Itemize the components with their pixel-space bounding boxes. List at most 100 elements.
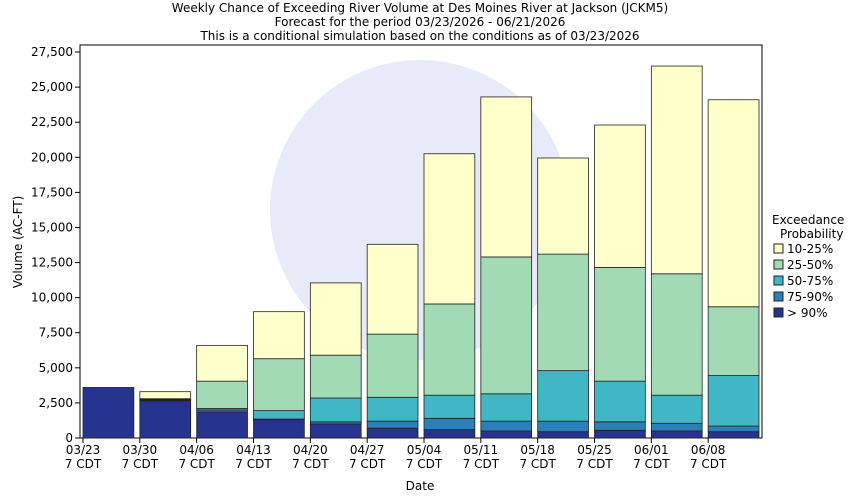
bar-segment bbox=[196, 380, 248, 409]
x-tick-label: 05/04 bbox=[407, 443, 442, 457]
bar-segment bbox=[253, 311, 305, 360]
x-tick-label: 04/13 bbox=[236, 443, 271, 457]
bar-segment bbox=[537, 253, 589, 372]
legend-swatch bbox=[773, 291, 784, 302]
x-tick-label: 7 CDT bbox=[65, 457, 102, 471]
x-tick-label: 7 CDT bbox=[690, 457, 727, 471]
bar-segment bbox=[366, 243, 419, 335]
bar-segment bbox=[82, 387, 135, 439]
x-tick-label: 06/01 bbox=[634, 443, 669, 457]
bar-segment bbox=[366, 333, 419, 398]
bar-segment bbox=[366, 396, 419, 422]
x-tick-label: 04/27 bbox=[350, 443, 385, 457]
bar-segment bbox=[707, 99, 760, 308]
bar-segment bbox=[423, 429, 476, 439]
legend-label: 25-50% bbox=[787, 258, 833, 272]
plot-area bbox=[79, 44, 763, 439]
bar-segment bbox=[707, 431, 760, 439]
x-tick-label: 7 CDT bbox=[519, 457, 556, 471]
x-tick-label: 05/18 bbox=[520, 443, 555, 457]
bar-segment bbox=[480, 256, 533, 395]
bar-segment bbox=[423, 394, 476, 419]
bar-segment bbox=[196, 411, 248, 439]
y-tick-label: 25,000 bbox=[31, 80, 73, 94]
chart-subtitle: Forecast for the period 03/23/2026 - 06/… bbox=[275, 15, 566, 29]
bar-segment bbox=[650, 422, 703, 432]
bar-segment bbox=[309, 397, 362, 423]
y-tick-label: 12,500 bbox=[31, 256, 73, 270]
bar-segment bbox=[537, 157, 589, 255]
y-tick-label: 0 bbox=[65, 431, 73, 445]
bar-segment bbox=[423, 303, 476, 396]
x-tick-label: 05/11 bbox=[464, 443, 499, 457]
x-tick-label: 7 CDT bbox=[406, 457, 443, 471]
chart-title: Weekly Chance of Exceeding River Volume … bbox=[172, 1, 668, 15]
bar-segment bbox=[707, 425, 760, 433]
bar-segment bbox=[537, 431, 589, 439]
bar-segment bbox=[594, 267, 646, 382]
bar-segment bbox=[480, 430, 533, 439]
y-tick-label: 27,500 bbox=[31, 45, 73, 59]
y-tick-label: 20,000 bbox=[31, 150, 73, 164]
y-tick-label: 5,000 bbox=[39, 361, 73, 375]
x-tick-label: 7 CDT bbox=[122, 457, 159, 471]
x-tick-label: 04/06 bbox=[179, 443, 214, 457]
x-tick-label: 7 CDT bbox=[292, 457, 329, 471]
legend-swatch bbox=[773, 275, 784, 286]
x-tick-label: 7 CDT bbox=[349, 457, 386, 471]
bar-segment bbox=[650, 430, 703, 439]
legend-label: 50-75% bbox=[787, 274, 833, 288]
legend-swatch bbox=[773, 243, 784, 254]
x-tick-label: 04/20 bbox=[293, 443, 328, 457]
bar-segment bbox=[253, 358, 305, 412]
legend-label: 10-25% bbox=[787, 242, 833, 256]
y-tick-label: 17,500 bbox=[31, 185, 73, 199]
bar-segment bbox=[309, 423, 362, 439]
bar-segment bbox=[423, 153, 476, 305]
bar-segment bbox=[309, 282, 362, 356]
bar-segment bbox=[650, 65, 703, 275]
bar-segment bbox=[480, 420, 533, 432]
bar-segment bbox=[707, 375, 760, 427]
x-tick-label: 03/30 bbox=[123, 443, 158, 457]
legend-swatch bbox=[773, 259, 784, 270]
bar-segment bbox=[139, 400, 192, 439]
x-tick-label: 7 CDT bbox=[235, 457, 272, 471]
legend-title: Exceedance bbox=[772, 213, 844, 227]
x-axis-label: Date bbox=[406, 479, 435, 493]
bar-segment bbox=[480, 96, 533, 258]
bar-segment bbox=[537, 420, 589, 433]
y-tick-label: 7,500 bbox=[39, 326, 73, 340]
x-tick-label: 7 CDT bbox=[178, 457, 215, 471]
x-tick-label: 7 CDT bbox=[463, 457, 500, 471]
legend-title: Probability bbox=[780, 227, 843, 241]
bar-segment bbox=[594, 429, 646, 439]
legend-swatch bbox=[773, 307, 784, 318]
chart-subtitle: This is a conditional simulation based o… bbox=[199, 29, 639, 43]
bar-segment bbox=[423, 417, 476, 430]
x-tick-label: 7 CDT bbox=[576, 457, 613, 471]
legend-label: 75-90% bbox=[787, 290, 833, 304]
y-tick-label: 15,000 bbox=[31, 220, 73, 234]
y-tick-label: 10,000 bbox=[31, 291, 73, 305]
bar-segment bbox=[594, 380, 646, 423]
bar-segment bbox=[650, 394, 703, 424]
bar-segment bbox=[594, 421, 646, 431]
bar-segment bbox=[253, 419, 305, 439]
y-tick-label: 22,500 bbox=[31, 115, 73, 129]
x-tick-label: 05/25 bbox=[577, 443, 612, 457]
bar-segment bbox=[480, 393, 533, 422]
bar-segment bbox=[707, 306, 760, 376]
bar-segment bbox=[537, 370, 589, 422]
bar-segment bbox=[366, 427, 419, 439]
bar-segment bbox=[594, 124, 646, 268]
y-axis-label: Volume (AC-FT) bbox=[11, 196, 25, 289]
x-tick-label: 7 CDT bbox=[633, 457, 670, 471]
bar-segment bbox=[366, 420, 419, 429]
bar-segment bbox=[196, 344, 248, 382]
bar-segment bbox=[253, 410, 305, 420]
y-tick-label: 2,500 bbox=[39, 396, 73, 410]
bar-segment bbox=[309, 354, 362, 399]
bar-segment bbox=[139, 391, 192, 400]
